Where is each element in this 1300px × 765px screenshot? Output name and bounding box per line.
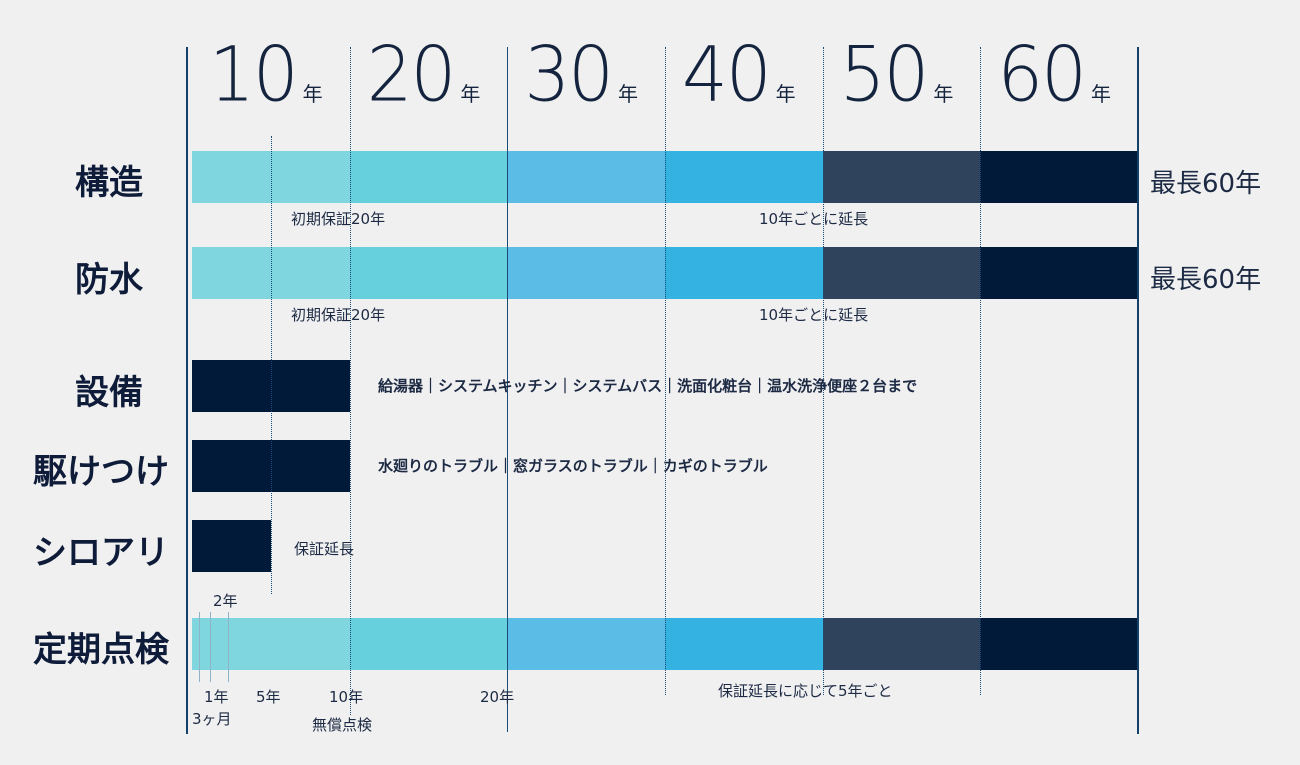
year-unit-label: 年 xyxy=(776,78,796,107)
row-label: 設備 xyxy=(75,365,143,414)
bar-segment xyxy=(823,151,981,203)
year-tick-label: 50 xyxy=(837,36,927,112)
right-label: 最長60年 xyxy=(1150,259,1261,296)
below-label: 20年 xyxy=(480,686,514,707)
bar-segment xyxy=(192,520,271,572)
row-label: 駆けつけ xyxy=(33,444,169,493)
inline-note: 水廻りのトラブル｜窓ガラスのトラブル｜カギのトラブル xyxy=(378,455,768,476)
above-label: 2年 xyxy=(213,590,238,611)
bar-segment xyxy=(350,151,508,203)
row-note: 初期保証20年 xyxy=(291,208,385,229)
bar-segment xyxy=(980,247,1138,299)
bar-segment xyxy=(507,247,665,299)
bar-segment xyxy=(980,618,1138,670)
year-unit-label: 年 xyxy=(1091,78,1111,107)
year-tick-label: 30 xyxy=(522,36,612,112)
bar-segment xyxy=(665,618,823,670)
inline-note: 給湯器｜システムキッチン｜システムバス｜洗面化粧台｜温水洗浄便座２台まで xyxy=(378,375,917,396)
bar-segment xyxy=(665,247,823,299)
right-label: 最長60年 xyxy=(1150,163,1261,200)
year-tick-label: 60 xyxy=(995,36,1085,112)
row-note: 初期保証20年 xyxy=(291,304,385,325)
row-label: 定期点検 xyxy=(33,622,169,671)
bar-segment xyxy=(350,618,508,670)
row-label: 防水 xyxy=(75,252,143,301)
year-unit-label: 年 xyxy=(933,78,953,107)
below-label: 1年 xyxy=(204,686,229,707)
year-tick-label: 10 xyxy=(207,36,297,112)
bar-segment xyxy=(507,151,665,203)
bar-segment xyxy=(823,247,981,299)
bar-segment xyxy=(665,151,823,203)
below-label: 無償点検 xyxy=(312,714,372,735)
bar-segment xyxy=(980,151,1138,203)
below-label: 10年 xyxy=(329,686,363,707)
inspection-tick xyxy=(210,612,211,682)
year-unit-label: 年 xyxy=(303,78,323,107)
gridline-10 xyxy=(350,47,351,715)
bar-segment xyxy=(507,618,665,670)
year-unit-label: 年 xyxy=(460,78,480,107)
year-unit-label: 年 xyxy=(618,78,638,107)
below-label: 5年 xyxy=(256,686,281,707)
gridline-50 xyxy=(980,47,981,695)
row-label: 構造 xyxy=(75,155,143,204)
bar-segment xyxy=(192,618,350,670)
below-label: 3ヶ月 xyxy=(192,708,232,729)
gridline-30 xyxy=(665,47,666,695)
row-note: 10年ごとに延長 xyxy=(759,304,868,325)
gridline-5 xyxy=(271,136,272,594)
axis-right-line xyxy=(1137,47,1139,734)
bar-segment xyxy=(823,618,981,670)
inspection-tick xyxy=(199,612,200,682)
row-note: 10年ごとに延長 xyxy=(759,208,868,229)
inline-note: 保証延長 xyxy=(294,538,354,559)
year-tick-label: 40 xyxy=(680,36,770,112)
bar-segment xyxy=(350,247,508,299)
axis-left-line xyxy=(186,47,188,734)
inspection-tick xyxy=(228,612,229,682)
year-tick-label: 20 xyxy=(364,36,454,112)
gridline-40 xyxy=(823,47,824,695)
row-label: シロアリ xyxy=(33,525,169,574)
row-note: 保証延長に応じて5年ごと xyxy=(718,680,893,701)
